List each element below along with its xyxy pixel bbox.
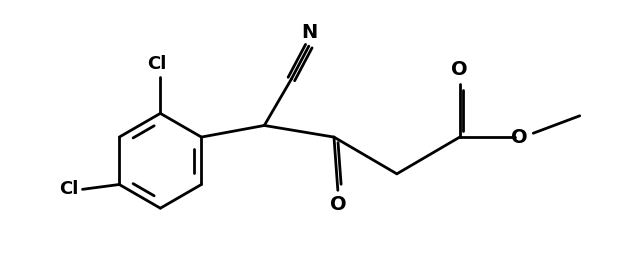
Text: O: O	[451, 60, 468, 79]
Text: N: N	[301, 23, 318, 42]
Text: Cl: Cl	[147, 55, 166, 73]
Text: O: O	[511, 128, 528, 146]
Text: Cl: Cl	[60, 180, 79, 198]
Text: O: O	[330, 195, 346, 214]
